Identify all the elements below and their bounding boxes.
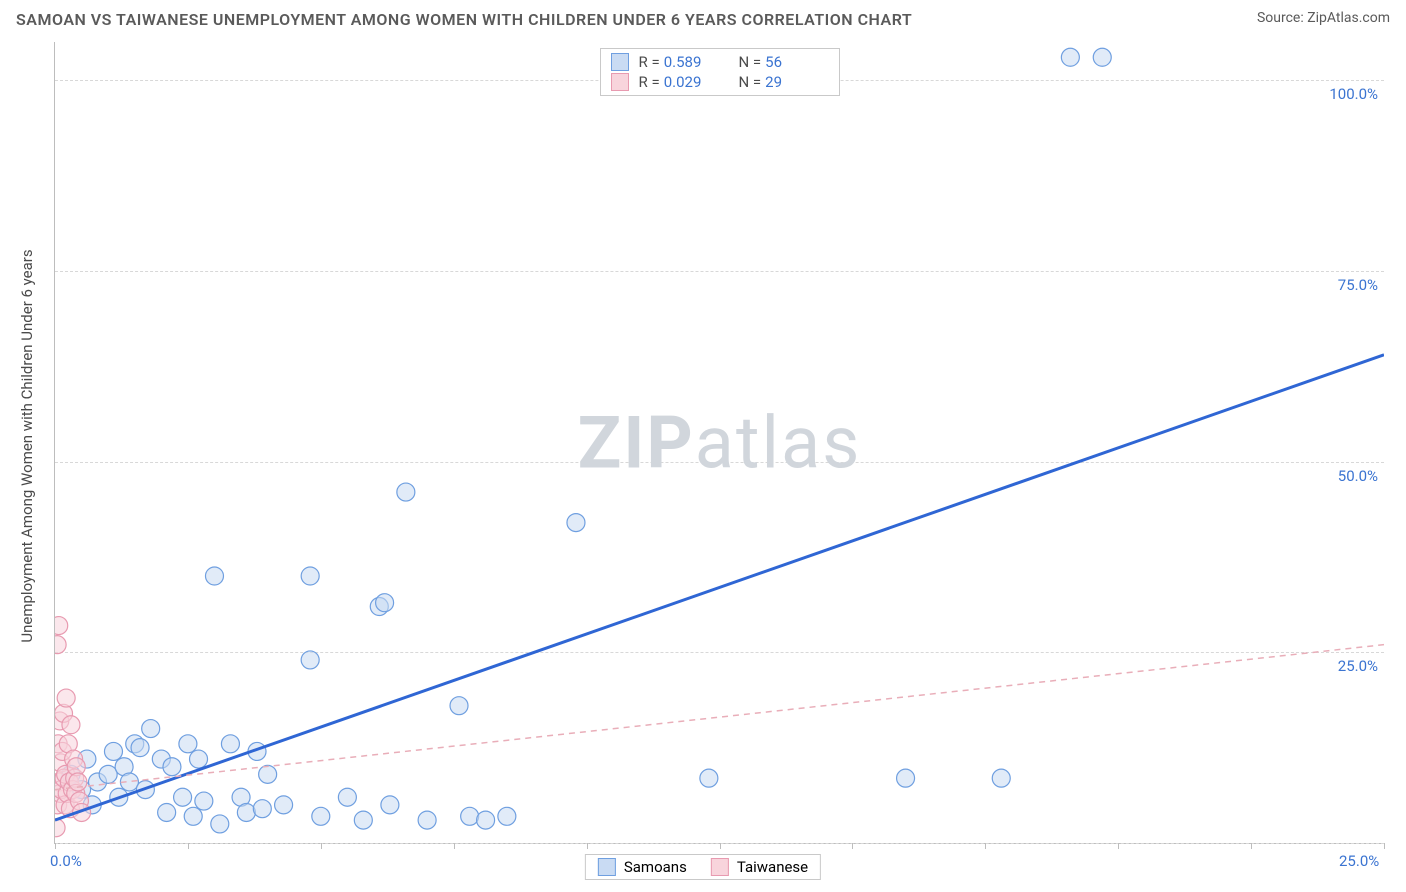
- legend-r: R = 0.029: [639, 73, 729, 91]
- scatter-point: [174, 788, 192, 806]
- legend-series-label: Samoans: [624, 858, 687, 876]
- scatter-point: [376, 594, 394, 612]
- scatter-point: [301, 651, 319, 669]
- y-axis-label: Unemployment Among Women with Children U…: [18, 249, 36, 642]
- scatter-point: [205, 567, 223, 585]
- legend-series-item: Taiwanese: [711, 858, 808, 876]
- x-tick: [720, 843, 721, 849]
- chart-title: SAMOAN VS TAIWANESE UNEMPLOYMENT AMONG W…: [16, 10, 912, 29]
- x-tick-label: 25.0%: [1339, 852, 1379, 870]
- legend-swatch: [611, 53, 629, 71]
- x-tick: [587, 843, 588, 849]
- x-tick: [454, 843, 455, 849]
- scatter-point: [418, 811, 436, 829]
- scatter-point: [1093, 48, 1111, 66]
- scatter-point: [131, 739, 149, 757]
- scatter-point: [184, 807, 202, 825]
- scatter-point: [104, 742, 122, 760]
- scatter-point: [211, 815, 229, 833]
- scatter-point: [567, 514, 585, 532]
- scatter-point: [259, 765, 277, 783]
- scatter-point: [57, 689, 75, 707]
- legend-series: Samoans Taiwanese: [585, 854, 821, 880]
- scatter-point: [338, 788, 356, 806]
- scatter-point: [1061, 48, 1079, 66]
- scatter-point: [312, 807, 330, 825]
- scatter-point: [237, 803, 255, 821]
- source-prefix: Source:: [1257, 10, 1307, 26]
- legend-n: N = 29: [739, 73, 829, 91]
- legend-swatch: [598, 858, 616, 876]
- scatter-point: [55, 617, 68, 635]
- legend-swatch: [711, 858, 729, 876]
- trendline: [55, 355, 1384, 820]
- legend-correlation-row: R = 0.589 N = 56: [611, 53, 829, 71]
- legend-series-item: Samoans: [598, 858, 687, 876]
- scatter-point: [461, 807, 479, 825]
- x-tick: [985, 843, 986, 849]
- x-tick: [1384, 843, 1385, 849]
- scatter-point: [179, 735, 197, 753]
- scatter-point: [700, 769, 718, 787]
- scatter-point: [498, 807, 516, 825]
- scatter-point: [142, 720, 160, 738]
- legend-correlation-row: R = 0.029 N = 29: [611, 73, 829, 91]
- source-link[interactable]: ZipAtlas.com: [1307, 10, 1390, 26]
- legend-correlation: R = 0.589 N = 56 R = 0.029 N = 29: [600, 48, 840, 96]
- chart-header: SAMOAN VS TAIWANESE UNEMPLOYMENT AMONG W…: [16, 10, 1390, 29]
- scatter-point: [62, 716, 80, 734]
- plot-area: ZIPatlas R = 0.589N = 56R = 0.029N = 29 …: [54, 42, 1384, 844]
- legend-swatch: [611, 73, 629, 91]
- scatter-point: [158, 803, 176, 821]
- scatter-point: [253, 800, 271, 818]
- scatter-point: [190, 750, 208, 768]
- x-tick: [321, 843, 322, 849]
- scatter-point: [897, 769, 915, 787]
- scatter-point: [397, 483, 415, 501]
- legend-n: N = 56: [739, 53, 829, 71]
- x-tick: [1251, 843, 1252, 849]
- chart-source: Source: ZipAtlas.com: [1257, 10, 1390, 26]
- scatter-point: [55, 636, 66, 654]
- scatter-point: [163, 758, 181, 776]
- trendline: [55, 645, 1384, 790]
- scatter-point: [195, 792, 213, 810]
- x-tick: [188, 843, 189, 849]
- x-tick: [55, 843, 56, 849]
- legend-r: R = 0.589: [639, 53, 729, 71]
- scatter-point: [381, 796, 399, 814]
- x-tick: [852, 843, 853, 849]
- scatter-point: [221, 735, 239, 753]
- x-tick-label: 0.0%: [50, 852, 82, 870]
- scatter-point: [99, 765, 117, 783]
- scatter-point: [992, 769, 1010, 787]
- scatter-point: [450, 697, 468, 715]
- legend-series-label: Taiwanese: [737, 858, 808, 876]
- scatter-point: [55, 819, 65, 837]
- scatter-point: [301, 567, 319, 585]
- x-tick: [1118, 843, 1119, 849]
- scatter-point: [354, 811, 372, 829]
- scatter-point: [477, 811, 495, 829]
- plot-svg: [55, 42, 1384, 843]
- scatter-point: [275, 796, 293, 814]
